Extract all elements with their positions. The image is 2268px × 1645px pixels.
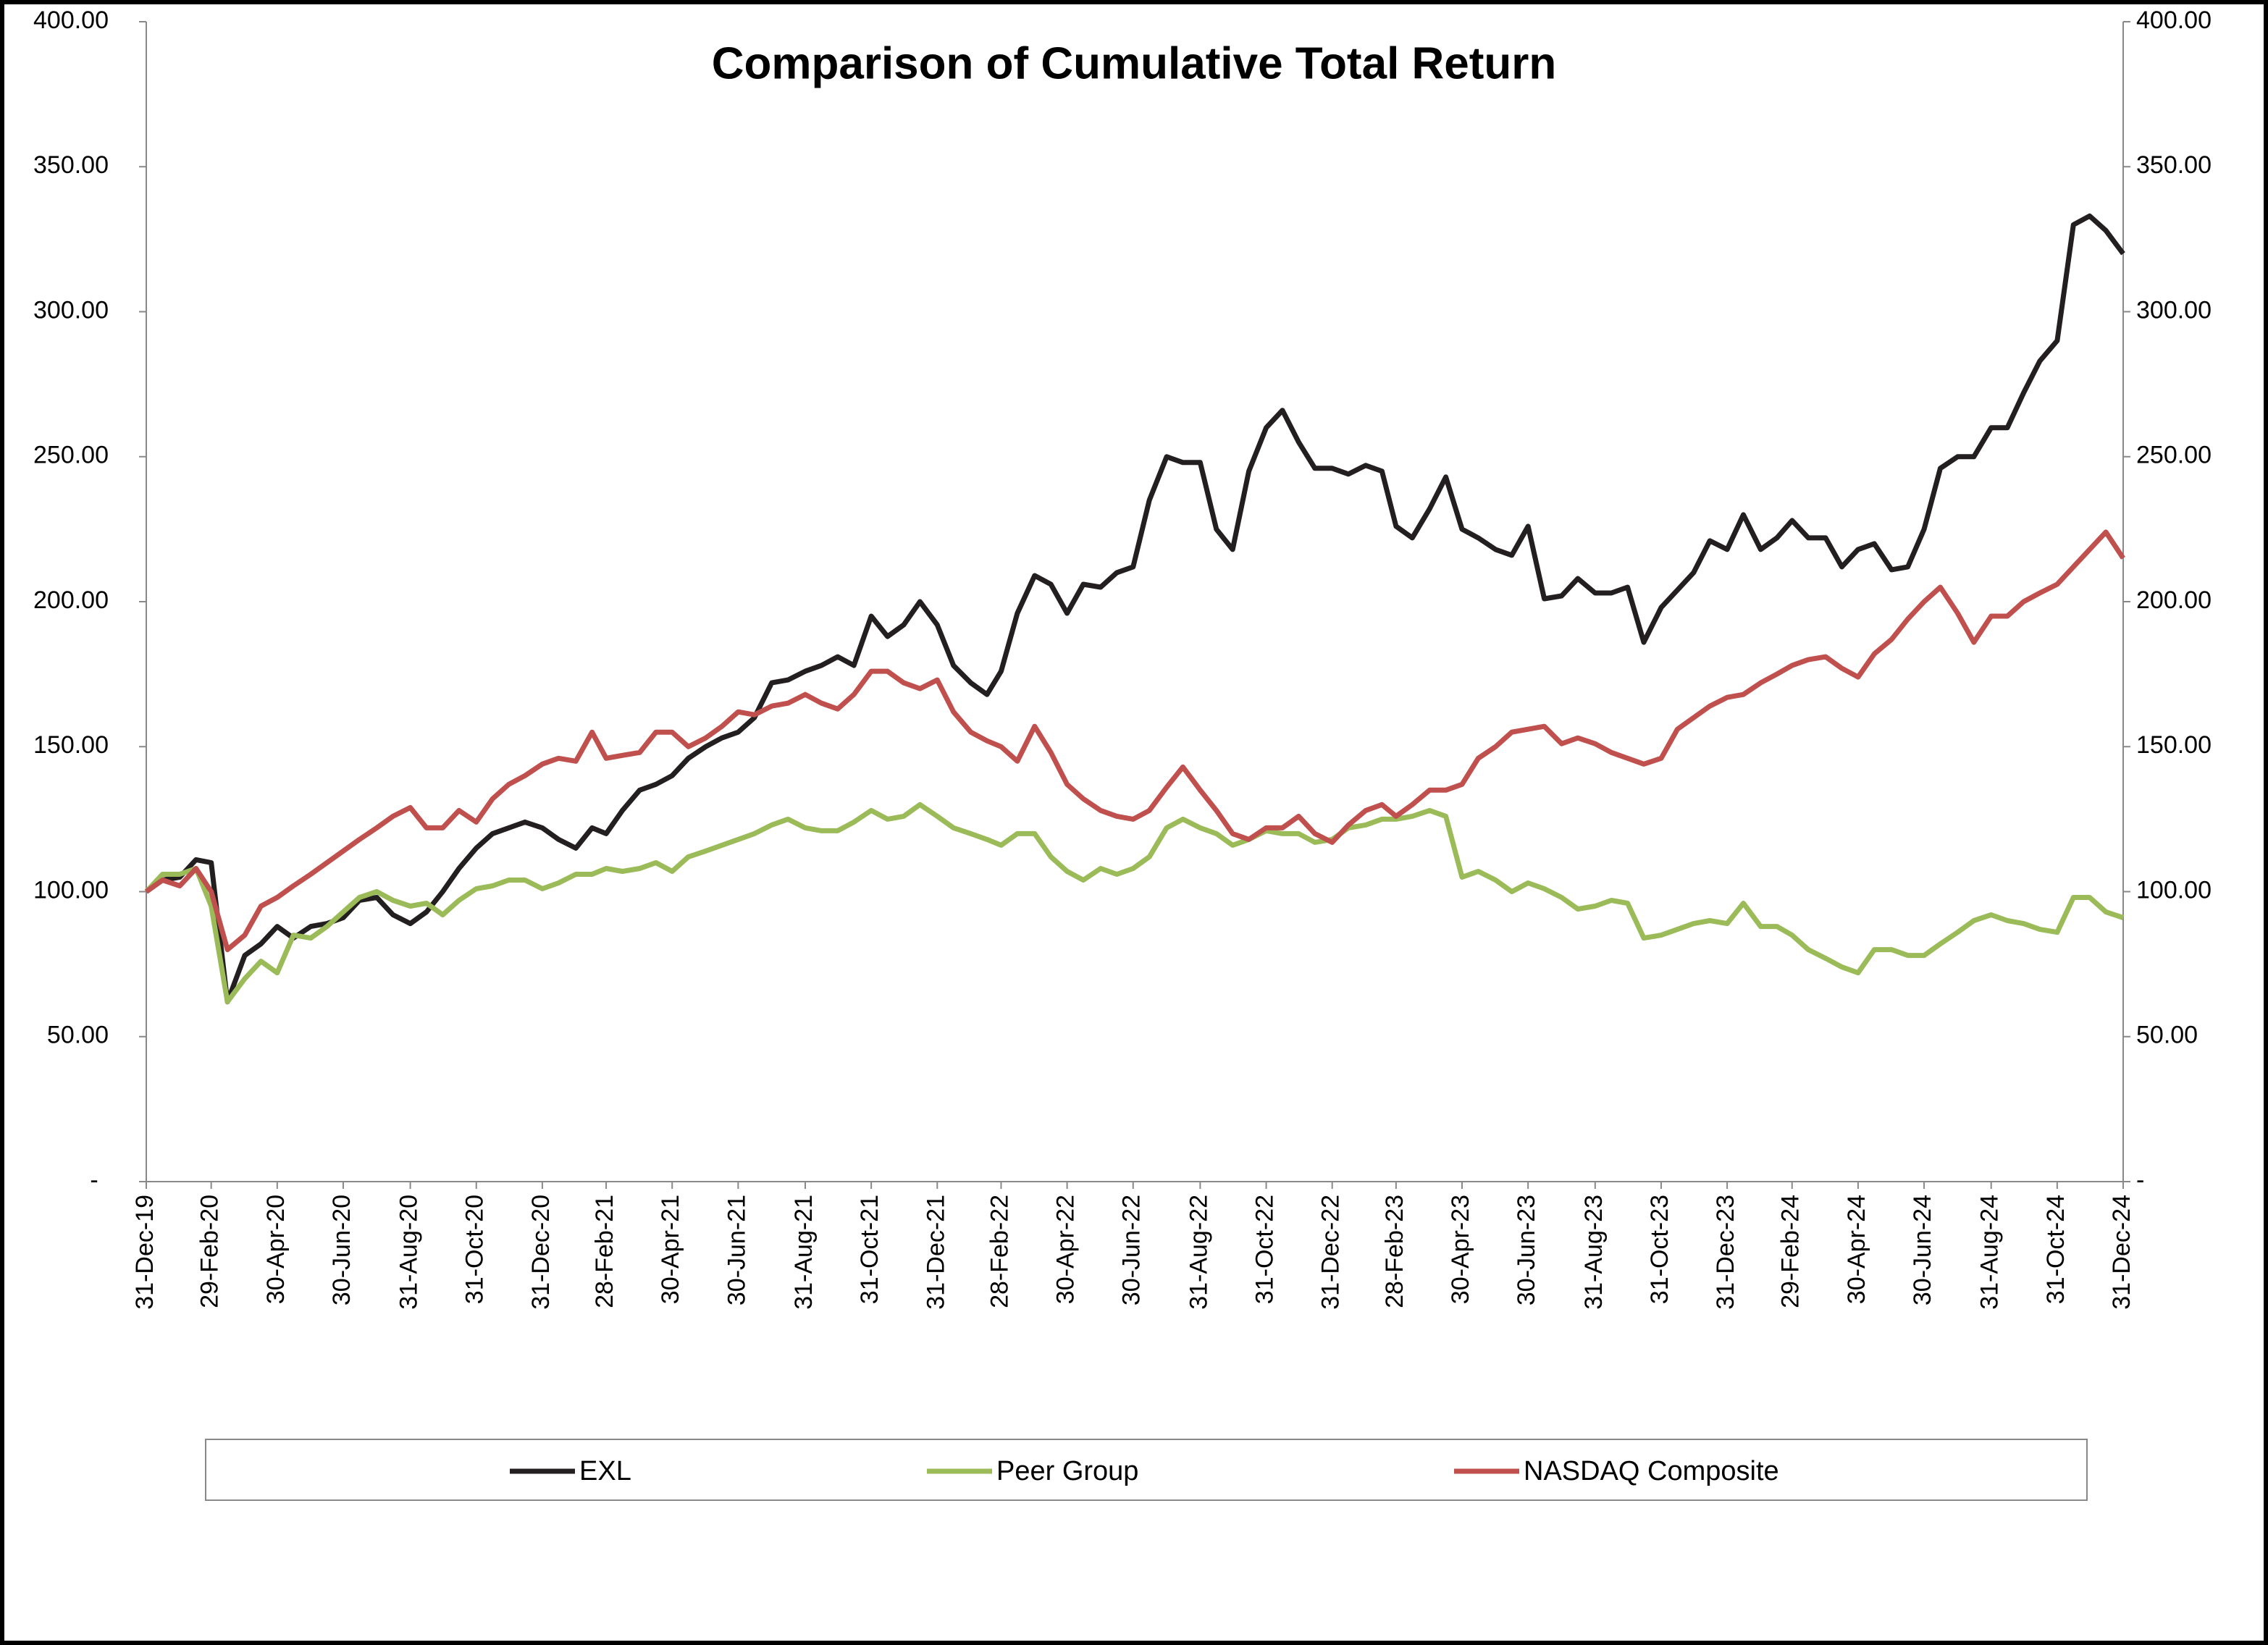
x-tick-label: 30-Apr-24: [1843, 1195, 1870, 1304]
y2-tick-label: 150.00: [2136, 731, 2212, 759]
x-tick-label: 29-Feb-24: [1777, 1195, 1805, 1308]
x-tick-label: 31-Oct-23: [1646, 1195, 1673, 1304]
x-tick-label: 31-Aug-23: [1580, 1195, 1608, 1310]
y2-tick-label: 50.00: [2136, 1022, 2198, 1049]
series-line: [144, 529, 2125, 953]
y-tick-label: 200.00: [33, 586, 109, 614]
y-tick-label: 50.00: [47, 1022, 109, 1049]
series-line: [144, 213, 2125, 1005]
x-tick-label: 30-Jun-22: [1118, 1195, 1146, 1305]
y2-tick-label: 200.00: [2136, 586, 2212, 614]
y-tick-label: -: [90, 1166, 98, 1194]
y2-tick-label: -: [2136, 1166, 2144, 1194]
x-tick-label: 31-Oct-21: [856, 1195, 883, 1304]
chart-title: Comparison of Cumulative Total Return: [712, 38, 1557, 88]
series-line: [144, 802, 2125, 1005]
x-tick-label: 31-Oct-20: [461, 1195, 489, 1304]
x-tick-label: 30-Apr-23: [1447, 1195, 1474, 1304]
x-tick-label: 31-Dec-20: [527, 1195, 555, 1310]
legend-box: [205, 1439, 2088, 1501]
y-tick-label: 100.00: [33, 876, 109, 904]
x-tick-label: 28-Feb-22: [986, 1195, 1013, 1308]
y-tick-label: 350.00: [33, 151, 109, 179]
legend-label: NASDAQ Composite: [1524, 1456, 1779, 1486]
x-tick-label: 30-Jun-21: [723, 1195, 750, 1305]
y2-tick-label: 300.00: [2136, 296, 2212, 324]
x-tick-label: 31-Dec-21: [922, 1195, 949, 1310]
x-tick-label: 31-Oct-24: [2042, 1195, 2070, 1304]
legend-label: EXL: [579, 1456, 631, 1486]
x-tick-label: 30-Jun-23: [1513, 1195, 1540, 1305]
x-tick-label: 30-Jun-24: [1909, 1195, 1936, 1305]
x-tick-label: 28-Feb-21: [591, 1195, 618, 1308]
y2-tick-label: 350.00: [2136, 151, 2212, 179]
x-tick-label: 31-Dec-22: [1317, 1195, 1345, 1310]
y-tick-label: 300.00: [33, 296, 109, 324]
y-tick-label: 400.00: [33, 7, 109, 34]
x-tick-label: 31-Aug-21: [790, 1195, 818, 1310]
y2-tick-label: 400.00: [2136, 7, 2212, 34]
y-tick-label: 250.00: [33, 442, 109, 469]
x-tick-label: 31-Aug-24: [1976, 1195, 2004, 1310]
x-tick-label: 31-Aug-20: [395, 1195, 423, 1310]
x-tick-label: 31-Dec-24: [2108, 1195, 2135, 1310]
legend-label: Peer Group: [996, 1456, 1138, 1486]
x-tick-label: 30-Apr-20: [262, 1195, 290, 1304]
x-tick-label: 31-Dec-23: [1712, 1195, 1739, 1310]
y2-tick-label: 100.00: [2136, 876, 2212, 904]
x-tick-label: 28-Feb-23: [1381, 1195, 1408, 1308]
x-tick-label: 31-Aug-22: [1185, 1195, 1212, 1310]
x-tick-label: 31-Dec-19: [131, 1195, 159, 1310]
x-tick-label: 30-Apr-22: [1052, 1195, 1080, 1304]
y-tick-label: 150.00: [33, 731, 109, 759]
x-tick-label: 31-Oct-22: [1251, 1195, 1279, 1304]
x-tick-label: 30-Jun-20: [328, 1195, 356, 1305]
x-tick-label: 30-Apr-21: [657, 1195, 684, 1304]
x-tick-label: 29-Feb-20: [196, 1195, 224, 1308]
y2-tick-label: 250.00: [2136, 442, 2212, 469]
